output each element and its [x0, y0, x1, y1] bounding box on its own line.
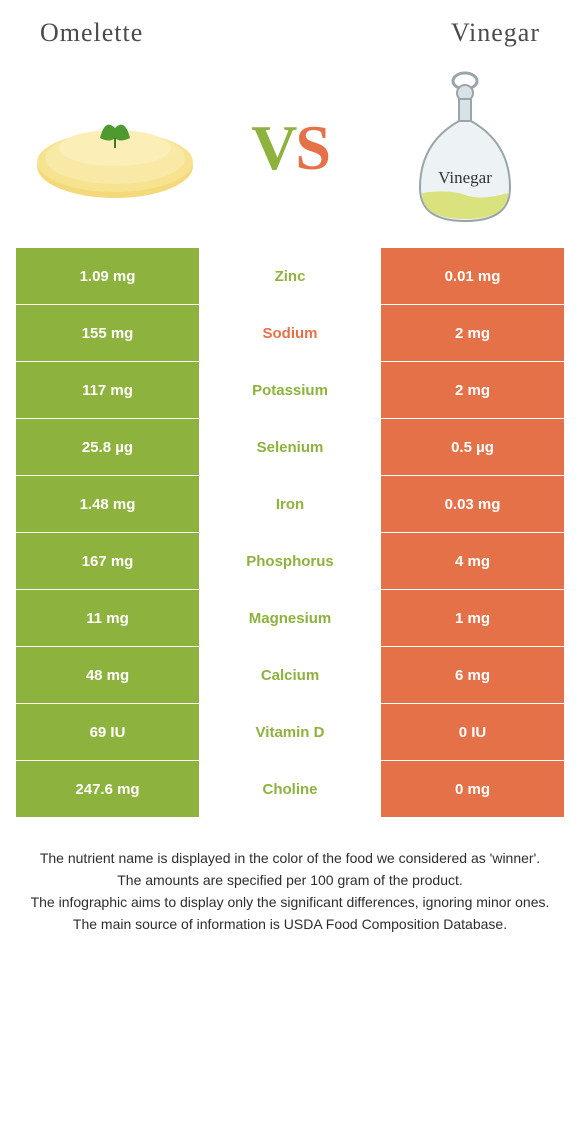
- right-value: 2 mg: [381, 362, 564, 418]
- nutrient-name: Magnesium: [199, 590, 381, 646]
- nutrient-table: 1.09 mgZinc0.01 mg155 mgSodium2 mg117 mg…: [16, 248, 564, 818]
- table-row: 1.09 mgZinc0.01 mg: [16, 248, 564, 305]
- vs-s: S: [295, 116, 329, 180]
- footer-line: The amounts are specified per 100 gram o…: [20, 870, 560, 891]
- left-value: 167 mg: [16, 533, 199, 589]
- left-value: 48 mg: [16, 647, 199, 703]
- left-value: 1.48 mg: [16, 476, 199, 532]
- left-food-title: Omelette: [40, 18, 290, 48]
- left-value: 155 mg: [16, 305, 199, 361]
- left-value: 25.8 µg: [16, 419, 199, 475]
- left-value: 117 mg: [16, 362, 199, 418]
- left-food-image: [30, 68, 200, 228]
- nutrient-name: Zinc: [199, 248, 381, 304]
- images-row: VS Vinegar: [0, 58, 580, 248]
- left-value: 247.6 mg: [16, 761, 199, 817]
- left-value: 11 mg: [16, 590, 199, 646]
- left-value: 69 IU: [16, 704, 199, 760]
- table-row: 69 IUVitamin D0 IU: [16, 704, 564, 761]
- nutrient-name: Phosphorus: [199, 533, 381, 589]
- nutrient-name: Iron: [199, 476, 381, 532]
- right-value: 0 IU: [381, 704, 564, 760]
- table-row: 48 mgCalcium6 mg: [16, 647, 564, 704]
- table-row: 11 mgMagnesium1 mg: [16, 590, 564, 647]
- vs-v: V: [251, 116, 295, 180]
- nutrient-name: Choline: [199, 761, 381, 817]
- footer-notes: The nutrient name is displayed in the co…: [20, 848, 560, 935]
- table-row: 247.6 mgCholine0 mg: [16, 761, 564, 818]
- table-row: 155 mgSodium2 mg: [16, 305, 564, 362]
- omelette-icon: [30, 88, 200, 208]
- right-value: 0 mg: [381, 761, 564, 817]
- right-value: 0.03 mg: [381, 476, 564, 532]
- table-row: 1.48 mgIron0.03 mg: [16, 476, 564, 533]
- right-value: 2 mg: [381, 305, 564, 361]
- nutrient-name: Vitamin D: [199, 704, 381, 760]
- right-value: 4 mg: [381, 533, 564, 589]
- right-value: 6 mg: [381, 647, 564, 703]
- right-food-image: Vinegar: [380, 68, 550, 228]
- vinegar-icon: Vinegar: [400, 63, 530, 233]
- right-value: 0.01 mg: [381, 248, 564, 304]
- left-value: 1.09 mg: [16, 248, 199, 304]
- right-food-title: Vinegar: [290, 18, 540, 48]
- table-row: 25.8 µgSelenium0.5 µg: [16, 419, 564, 476]
- right-value: 1 mg: [381, 590, 564, 646]
- nutrient-name: Selenium: [199, 419, 381, 475]
- table-row: 167 mgPhosphorus4 mg: [16, 533, 564, 590]
- nutrient-name: Calcium: [199, 647, 381, 703]
- vs-label: VS: [251, 116, 329, 180]
- right-value: 0.5 µg: [381, 419, 564, 475]
- table-row: 117 mgPotassium2 mg: [16, 362, 564, 419]
- nutrient-name: Sodium: [199, 305, 381, 361]
- footer-line: The nutrient name is displayed in the co…: [20, 848, 560, 869]
- vinegar-bottle-label: Vinegar: [438, 168, 492, 187]
- footer-line: The main source of information is USDA F…: [20, 914, 560, 935]
- footer-line: The infographic aims to display only the…: [20, 892, 560, 913]
- nutrient-name: Potassium: [199, 362, 381, 418]
- header: Omelette Vinegar: [0, 0, 580, 58]
